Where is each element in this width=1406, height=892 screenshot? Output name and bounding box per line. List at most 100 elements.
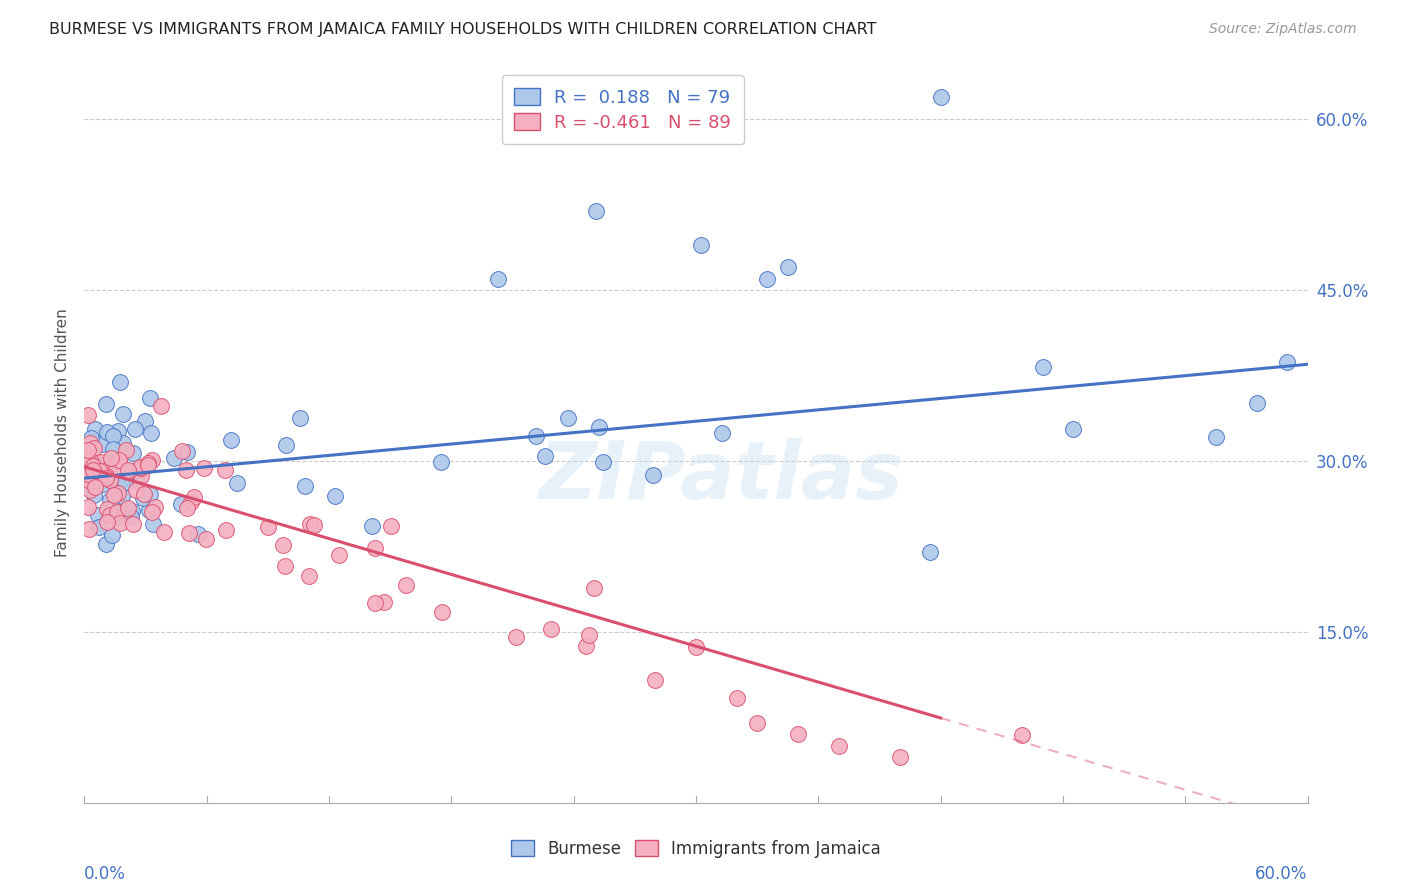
Text: 0.0%: 0.0% bbox=[84, 865, 127, 883]
Point bbox=[294, 479, 316, 493]
Point bbox=[100, 527, 122, 541]
Point bbox=[83, 473, 105, 487]
Point bbox=[129, 460, 152, 475]
Point bbox=[194, 532, 217, 546]
Point bbox=[84, 480, 107, 494]
Point bbox=[138, 503, 160, 517]
Point bbox=[1205, 430, 1227, 444]
Point bbox=[138, 456, 160, 470]
Point bbox=[79, 464, 101, 478]
Point bbox=[361, 518, 384, 533]
Point bbox=[96, 471, 118, 485]
Point bbox=[323, 489, 346, 503]
Legend: Burmese, Immigrants from Jamaica: Burmese, Immigrants from Jamaica bbox=[505, 833, 887, 865]
Point bbox=[77, 408, 100, 422]
Point bbox=[77, 523, 100, 537]
Point bbox=[221, 433, 243, 447]
Point bbox=[114, 443, 136, 458]
Point bbox=[98, 492, 121, 507]
Point bbox=[107, 424, 129, 438]
Point bbox=[124, 422, 146, 436]
Point bbox=[380, 519, 402, 533]
Point bbox=[183, 490, 205, 504]
Point bbox=[94, 468, 117, 483]
Point bbox=[90, 455, 112, 469]
Point bbox=[138, 391, 160, 405]
Point bbox=[643, 467, 665, 482]
Point bbox=[77, 474, 100, 488]
Text: BURMESE VS IMMIGRANTS FROM JAMAICA FAMILY HOUSEHOLDS WITH CHILDREN CORRELATION C: BURMESE VS IMMIGRANTS FROM JAMAICA FAMIL… bbox=[49, 22, 877, 37]
Point bbox=[430, 455, 453, 469]
Point bbox=[77, 450, 100, 465]
Point bbox=[298, 569, 321, 583]
Point bbox=[142, 516, 165, 531]
Point bbox=[79, 436, 101, 450]
Point bbox=[129, 460, 152, 475]
Point bbox=[273, 538, 295, 552]
Point bbox=[96, 425, 118, 439]
Point bbox=[685, 640, 707, 654]
Point bbox=[364, 541, 387, 555]
Point bbox=[94, 397, 117, 411]
Point bbox=[776, 260, 799, 275]
Point bbox=[533, 449, 555, 463]
Point bbox=[690, 237, 713, 252]
Point bbox=[79, 476, 101, 491]
Point bbox=[121, 445, 143, 459]
Point bbox=[505, 630, 527, 644]
Point bbox=[100, 474, 122, 488]
Point bbox=[290, 411, 312, 425]
Point bbox=[172, 444, 194, 458]
Point bbox=[540, 623, 562, 637]
Point bbox=[149, 399, 172, 413]
Point bbox=[112, 435, 135, 450]
Point bbox=[170, 497, 193, 511]
Point bbox=[118, 465, 141, 479]
Point bbox=[1277, 355, 1299, 369]
Point bbox=[77, 468, 100, 483]
Point bbox=[101, 450, 124, 465]
Point bbox=[117, 500, 139, 515]
Point bbox=[77, 469, 100, 483]
Point bbox=[94, 537, 117, 551]
Point bbox=[77, 500, 100, 515]
Point bbox=[929, 89, 952, 103]
Y-axis label: Family Households with Children: Family Households with Children bbox=[55, 309, 70, 557]
Point bbox=[77, 454, 100, 468]
Point bbox=[328, 548, 350, 562]
Point bbox=[91, 458, 114, 473]
Point bbox=[430, 605, 453, 619]
Point bbox=[889, 750, 911, 764]
Point bbox=[114, 475, 136, 489]
Point bbox=[89, 464, 111, 478]
Text: Source: ZipAtlas.com: Source: ZipAtlas.com bbox=[1209, 22, 1357, 37]
Point bbox=[117, 463, 139, 477]
Point bbox=[83, 488, 105, 502]
Text: 60.0%: 60.0% bbox=[1256, 865, 1308, 883]
Point bbox=[488, 272, 510, 286]
Point bbox=[143, 500, 166, 515]
Point bbox=[585, 203, 607, 218]
Point bbox=[141, 453, 163, 467]
Point bbox=[578, 628, 600, 642]
Point bbox=[94, 466, 117, 480]
Point bbox=[90, 437, 112, 451]
Point bbox=[108, 375, 131, 389]
Point bbox=[756, 272, 779, 286]
Point bbox=[153, 524, 176, 539]
Point bbox=[129, 469, 152, 483]
Point bbox=[120, 509, 142, 524]
Text: ZIPatlas: ZIPatlas bbox=[538, 438, 903, 516]
Point bbox=[920, 545, 942, 559]
Point bbox=[176, 501, 198, 516]
Point bbox=[93, 458, 115, 473]
Point bbox=[134, 487, 156, 501]
Point bbox=[257, 520, 280, 534]
Point bbox=[101, 442, 124, 456]
Point bbox=[747, 716, 769, 731]
Point bbox=[176, 445, 198, 459]
Point bbox=[214, 463, 236, 477]
Point bbox=[139, 487, 162, 501]
Point bbox=[787, 727, 810, 741]
Point bbox=[108, 510, 131, 524]
